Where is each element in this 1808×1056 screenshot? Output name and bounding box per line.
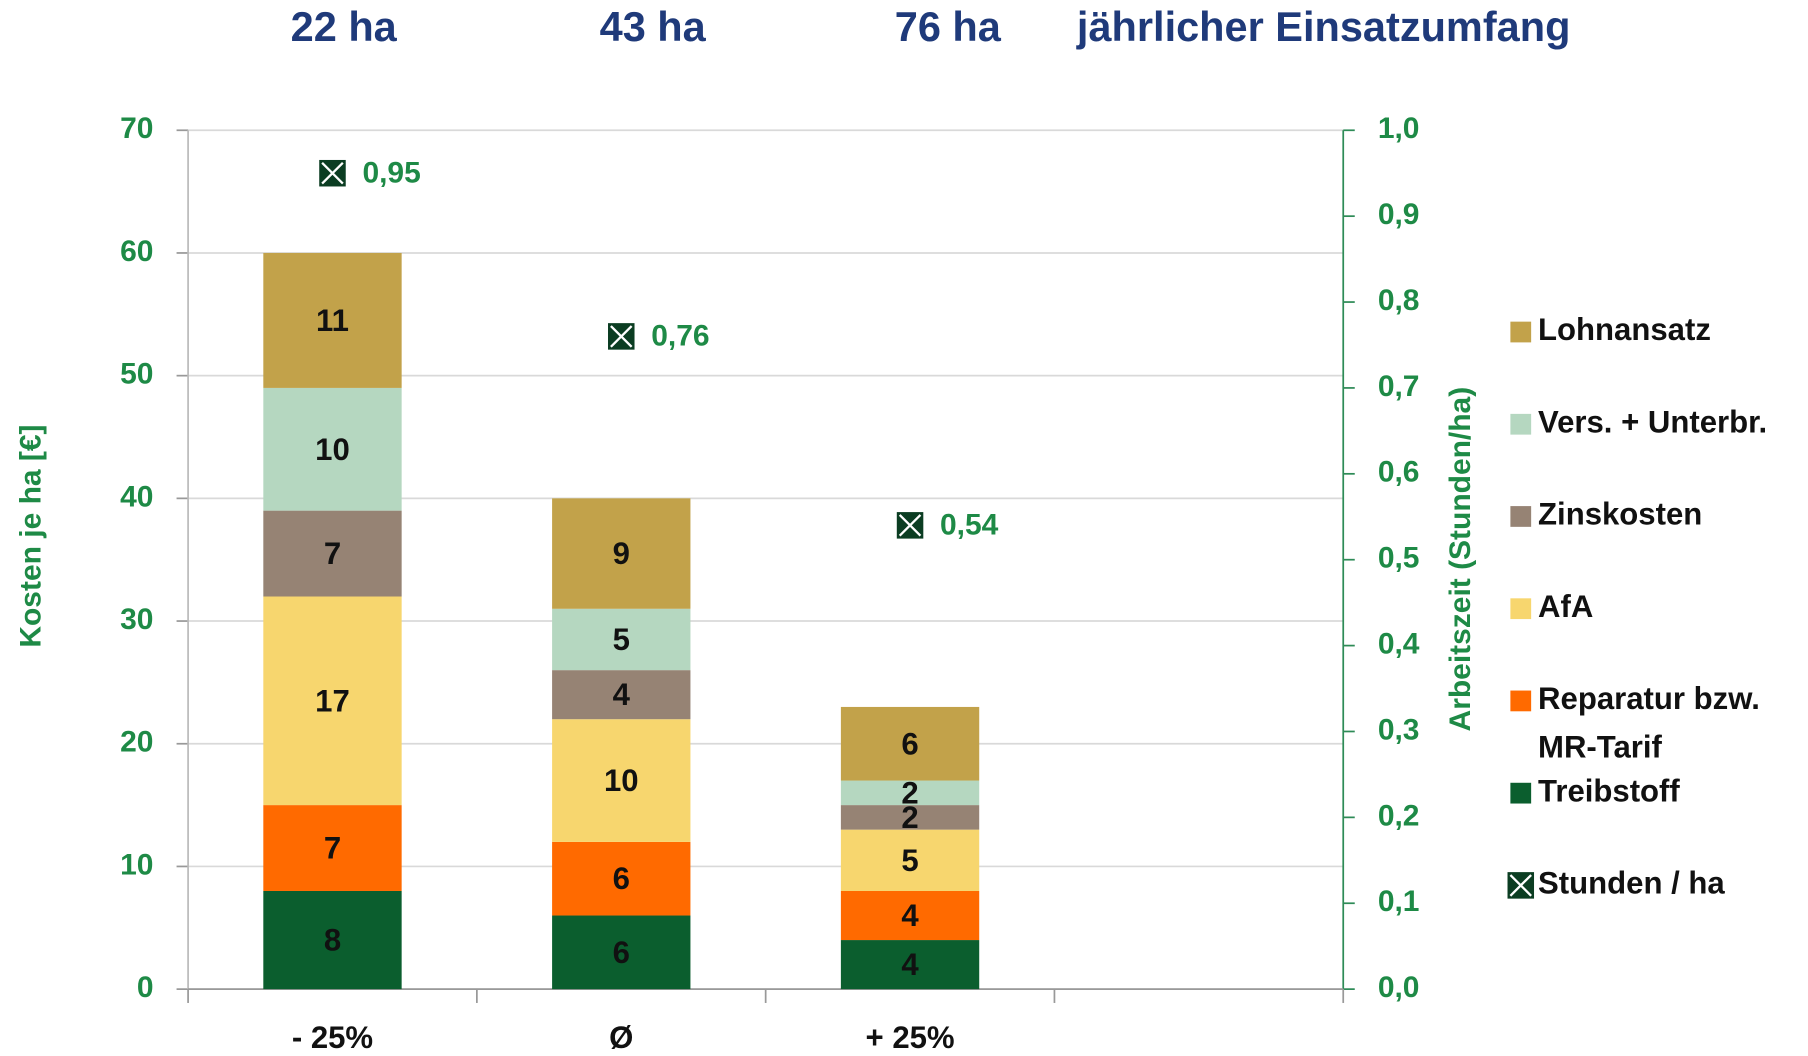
legend-label: Lohnansatz: [1538, 312, 1711, 347]
data-label: 6: [901, 726, 918, 761]
annotation: jährlicher Einsatzumfang: [1076, 3, 1571, 50]
data-label: 0,95: [362, 156, 420, 189]
marker-part: [321, 162, 344, 185]
y-axis-title: Kosten je ha [€]: [14, 424, 47, 647]
legend-swatch: [1510, 598, 1532, 620]
bar-segment: [840, 829, 980, 891]
y2-tick-label: 0,0: [1378, 971, 1420, 1004]
bar-segment: [552, 841, 691, 916]
y-tick-label: 10: [120, 848, 153, 881]
legend-swatch: [1510, 690, 1532, 712]
data-label: 4: [901, 947, 919, 982]
y2-axis-title: Arbeitszeit (Stunden/ha): [1444, 387, 1477, 732]
marker: [1506, 870, 1536, 900]
bar-segment: [552, 915, 691, 990]
legend-label: Treibstoff: [1538, 773, 1680, 808]
data-label: 11: [316, 303, 349, 338]
y2-tick-label: 0,4: [1378, 628, 1420, 661]
bar-segment: [840, 940, 980, 990]
data-label: 0,76: [651, 319, 709, 352]
legend-swatch: [1510, 506, 1532, 527]
data-label: 6: [613, 935, 630, 970]
y-tick-label: 70: [120, 112, 153, 145]
legend-swatch: [1510, 321, 1532, 343]
bar-segment: [840, 780, 980, 806]
marker: [318, 158, 347, 188]
y2-tick-label: 0,6: [1378, 456, 1420, 489]
y2-tick-label: 0,8: [1378, 284, 1420, 317]
data-label: 7: [324, 831, 341, 866]
annotation: 43 ha: [600, 3, 707, 50]
data-label: 17: [315, 683, 350, 718]
bar-segment: [552, 608, 691, 671]
bar-segment: [263, 890, 402, 990]
y2-tick-label: 0,9: [1378, 198, 1420, 231]
data-label: 0,54: [940, 508, 999, 541]
y2-tick-label: 1,0: [1378, 112, 1420, 145]
data-label: 10: [604, 763, 639, 798]
legend-label: Vers. + Unterbr.: [1538, 404, 1767, 439]
bar-segment: [840, 706, 980, 781]
marker-part: [898, 514, 922, 537]
y-tick-label: 50: [120, 358, 153, 391]
data-label: 5: [901, 843, 918, 878]
marker: [895, 510, 925, 540]
y2-tick-label: 0,5: [1378, 542, 1420, 575]
bar-segment: [263, 387, 402, 511]
x-tick-label: - 25%: [292, 1020, 373, 1055]
y2-tick-label: 0,2: [1378, 799, 1420, 832]
data-label: 2: [901, 800, 918, 835]
data-label: 5: [613, 622, 630, 657]
bar-segment: [552, 498, 691, 609]
bar-segment: [263, 510, 402, 597]
data-label: 2: [901, 775, 918, 810]
bar-segment: [840, 805, 980, 830]
y-tick-label: 40: [120, 480, 153, 513]
data-label: 4: [613, 677, 631, 712]
y-tick-label: 60: [120, 235, 153, 268]
legend-label: Stunden / ha: [1538, 866, 1725, 901]
bar-segment: [552, 719, 691, 842]
legend-line: Reparatur bzw.: [1538, 681, 1760, 716]
marker-part: [610, 325, 633, 348]
y2-tick-label: 0,7: [1378, 370, 1420, 403]
y-tick-label: 30: [120, 603, 153, 636]
bar-segment: [263, 596, 402, 806]
marker-part: [1509, 874, 1532, 897]
data-label: 10: [315, 432, 350, 467]
legend-label: Zinskosten: [1538, 497, 1702, 532]
x-tick-label: + 25%: [866, 1020, 955, 1055]
legend-swatch: [1510, 413, 1532, 435]
legend-label: Reparatur bzw. MR-Tarif: [1538, 681, 1760, 764]
data-label: 8: [324, 923, 341, 958]
legend-label: AfA: [1538, 589, 1593, 624]
data-label: 4: [901, 898, 919, 933]
legend-line: MR-Tarif: [1538, 730, 1662, 765]
data-label: 6: [613, 861, 630, 896]
y-tick-label: 20: [120, 726, 153, 759]
bar-segment: [552, 670, 691, 720]
annotation: 76 ha: [895, 3, 1002, 50]
bar-segment: [263, 805, 402, 891]
marker: [606, 321, 636, 351]
legend-swatch: [1510, 782, 1532, 804]
annotation: 22 ha: [291, 3, 398, 50]
y2-tick-label: 0,1: [1378, 885, 1420, 918]
data-label: 9: [613, 536, 630, 571]
data-label: 7: [324, 536, 341, 571]
bar-segment: [840, 890, 980, 941]
y2-tick-label: 0,3: [1378, 713, 1420, 746]
bar-segment: [263, 252, 402, 388]
x-tick-label: Ø: [609, 1020, 633, 1055]
y-tick-label: 0: [137, 971, 154, 1004]
